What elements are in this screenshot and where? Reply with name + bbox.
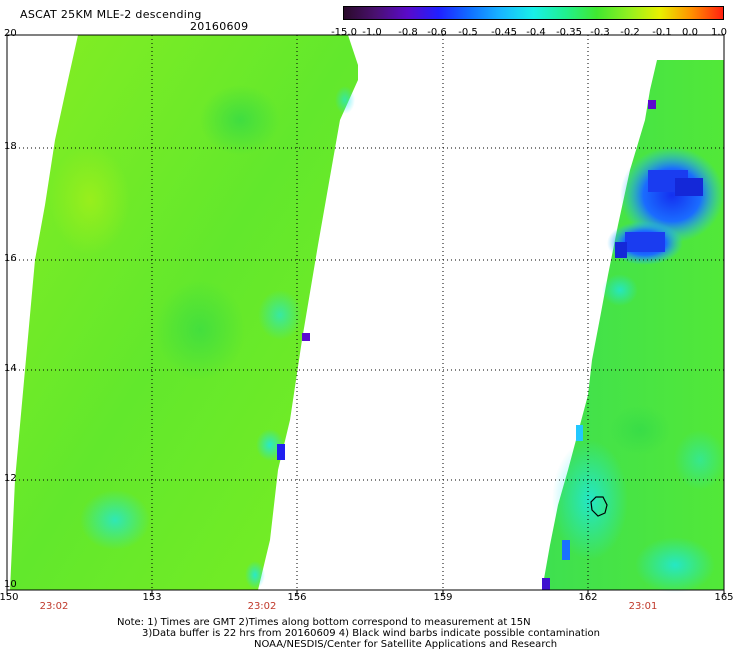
color-scale-label: -0.6 (427, 27, 447, 38)
lon-label: 162 (578, 592, 598, 603)
color-scale-label: -0.35 (556, 27, 582, 38)
map-title: ASCAT 25KM MLE-2 descending (20, 8, 202, 21)
map-grid (7, 35, 724, 590)
swath-pixel (675, 178, 703, 196)
swath-patch (635, 537, 715, 593)
swath-pixel (648, 100, 656, 109)
color-scale-label: -0.5 (458, 27, 478, 38)
color-scale-label: -0.45 (491, 27, 517, 38)
swath-pixel (542, 578, 550, 590)
swath-pixel (625, 232, 665, 252)
lon-label: 150 (0, 592, 19, 603)
lon-label: 159 (433, 592, 453, 603)
lon-label: 156 (287, 592, 307, 603)
map-ticks (6, 590, 725, 595)
swath-pixel (615, 242, 627, 258)
pass-time-label: 23:02 (247, 601, 277, 612)
swath-patch (674, 430, 726, 490)
lat-label: 14 (4, 363, 17, 374)
footer-credit: NOAA/NESDIS/Center for Satellite Applica… (254, 639, 558, 650)
map-frame (6, 34, 725, 591)
swath-patch (620, 147, 724, 243)
color-scale-label: -0.3 (590, 27, 610, 38)
lat-label: 10 (4, 579, 17, 590)
swath-pixel (576, 425, 583, 441)
swath-patch (245, 561, 265, 589)
swath-pixel (302, 333, 310, 341)
map-date: 20160609 (190, 20, 249, 33)
footer-note-line1: Note: 1) Times are GMT 2)Times along bot… (117, 617, 531, 628)
pass-time-label: 23:02 (39, 601, 69, 612)
lat-label: 20 (4, 28, 17, 39)
swath-patch (335, 86, 355, 114)
color-scale-label: 1.0 (711, 27, 727, 38)
swath-patch (80, 490, 150, 550)
color-scale-labels: -15.0 -1.0 -0.8 -0.6 -0.5 -0.45 -0.4 -0.… (0, 27, 740, 41)
lat-label: 18 (4, 141, 17, 152)
color-scale-label: -1.0 (362, 27, 382, 38)
lat-label: 16 (4, 253, 17, 264)
swath-patch (610, 405, 670, 455)
color-scale-label: -15.0 (331, 27, 357, 38)
lon-label: 165 (714, 592, 734, 603)
color-scale-label: -0.4 (526, 27, 546, 38)
color-scale-label: -0.8 (398, 27, 418, 38)
swath-patch (200, 85, 280, 155)
pass-time-label: 23:01 (628, 601, 658, 612)
swath-pixel (562, 540, 570, 560)
swath-patch (552, 440, 628, 560)
footer-note-line2: 3)Data buffer is 22 hrs from 20160609 4)… (142, 628, 600, 639)
lon-label: 153 (142, 592, 162, 603)
color-scale-bar (343, 6, 724, 20)
swath-patch (50, 145, 130, 255)
contamination-contour (590, 496, 608, 517)
swath-patch (258, 290, 302, 340)
lat-label: 12 (4, 473, 17, 484)
swath-patch (155, 280, 245, 380)
color-scale-label: 0.0 (682, 27, 698, 38)
swath-patch (602, 274, 638, 306)
color-scale-label: -0.2 (620, 27, 640, 38)
swath-pixel (277, 444, 285, 460)
color-scale-label: -0.1 (652, 27, 672, 38)
